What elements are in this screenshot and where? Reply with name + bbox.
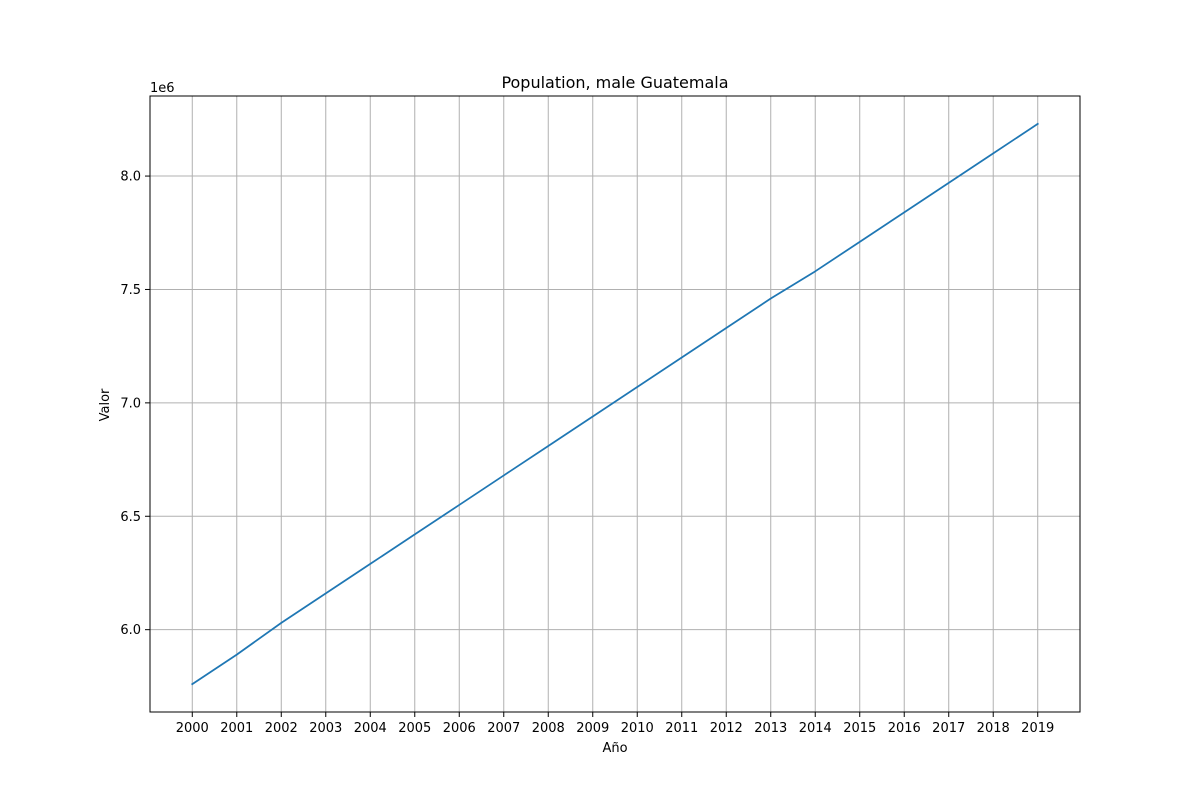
x-tick-label: 2005 — [398, 721, 431, 736]
x-tick-label: 2002 — [265, 721, 298, 736]
series-line — [191, 122, 1039, 686]
x-tick-label: 2000 — [176, 721, 209, 736]
x-tick-label: 2019 — [1021, 721, 1054, 736]
x-tick-label: 2004 — [354, 721, 387, 736]
x-axis-label: Año — [602, 741, 627, 756]
x-tick-label: 2018 — [977, 721, 1010, 736]
x-tick-label: 2013 — [754, 721, 787, 736]
chart-title: Population, male Guatemala — [501, 73, 728, 92]
x-tick-label: 2006 — [443, 721, 476, 736]
x-tick-label: 2012 — [710, 721, 743, 736]
x-tick-label: 2017 — [932, 721, 965, 736]
x-tick-label: 2014 — [799, 721, 832, 736]
plot-frame — [149, 95, 1081, 713]
y-axis-offset-label: 1e6 — [150, 81, 175, 96]
x-tick-label: 2009 — [576, 721, 609, 736]
y-tick-label: 6.5 — [120, 510, 141, 525]
x-tick-label: 2001 — [220, 721, 253, 736]
x-tick-label: 2015 — [843, 721, 876, 736]
y-tick-label: 7.0 — [120, 396, 141, 411]
y-tick-label: 7.5 — [120, 283, 141, 298]
x-tick-label: 2007 — [487, 721, 520, 736]
x-tick-label: 2008 — [532, 721, 565, 736]
x-tick-label: 2011 — [665, 721, 698, 736]
series-layer — [191, 122, 1039, 686]
y-axis-label: Valor — [98, 388, 113, 421]
y-axis-ticks: 6.0 6.5 7.0 7.5 8.0 — [120, 170, 150, 638]
y-tick-label: 6.0 — [120, 623, 141, 638]
x-tick-label: 2010 — [621, 721, 654, 736]
x-tick-label: 2016 — [888, 721, 921, 736]
grid — [150, 96, 1080, 712]
x-axis-ticks: 2000 2001 2002 2003 2004 2005 2006 2007 2008 2009… — [176, 712, 1054, 736]
x-tick-label: 2003 — [309, 721, 342, 736]
y-tick-label: 8.0 — [120, 170, 141, 185]
